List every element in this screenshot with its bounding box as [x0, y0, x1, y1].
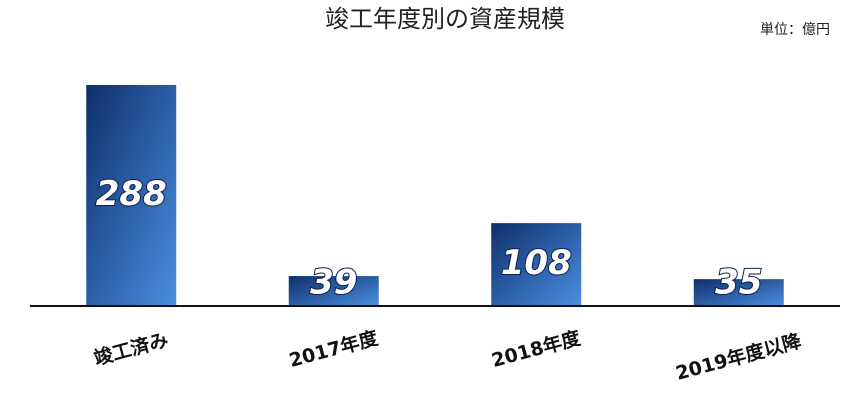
bar: [491, 223, 582, 306]
x-tick-label: 2019年度以降: [673, 329, 804, 385]
value-label: 288: [96, 174, 167, 214]
chart-title: 竣工年度別の資産規模: [325, 5, 565, 33]
unit-label: 単位：億円: [760, 22, 830, 38]
bar: [693, 279, 784, 306]
value-label: 39: [310, 263, 357, 303]
bar: [86, 85, 177, 306]
bar: [288, 276, 379, 306]
x-tick-label: 2018年度: [489, 326, 584, 372]
x-tick-label: 竣工済み: [91, 328, 170, 370]
value-label: 108: [501, 243, 572, 283]
x-tick-label: 2017年度: [287, 326, 382, 372]
value-label: 35: [715, 263, 762, 303]
